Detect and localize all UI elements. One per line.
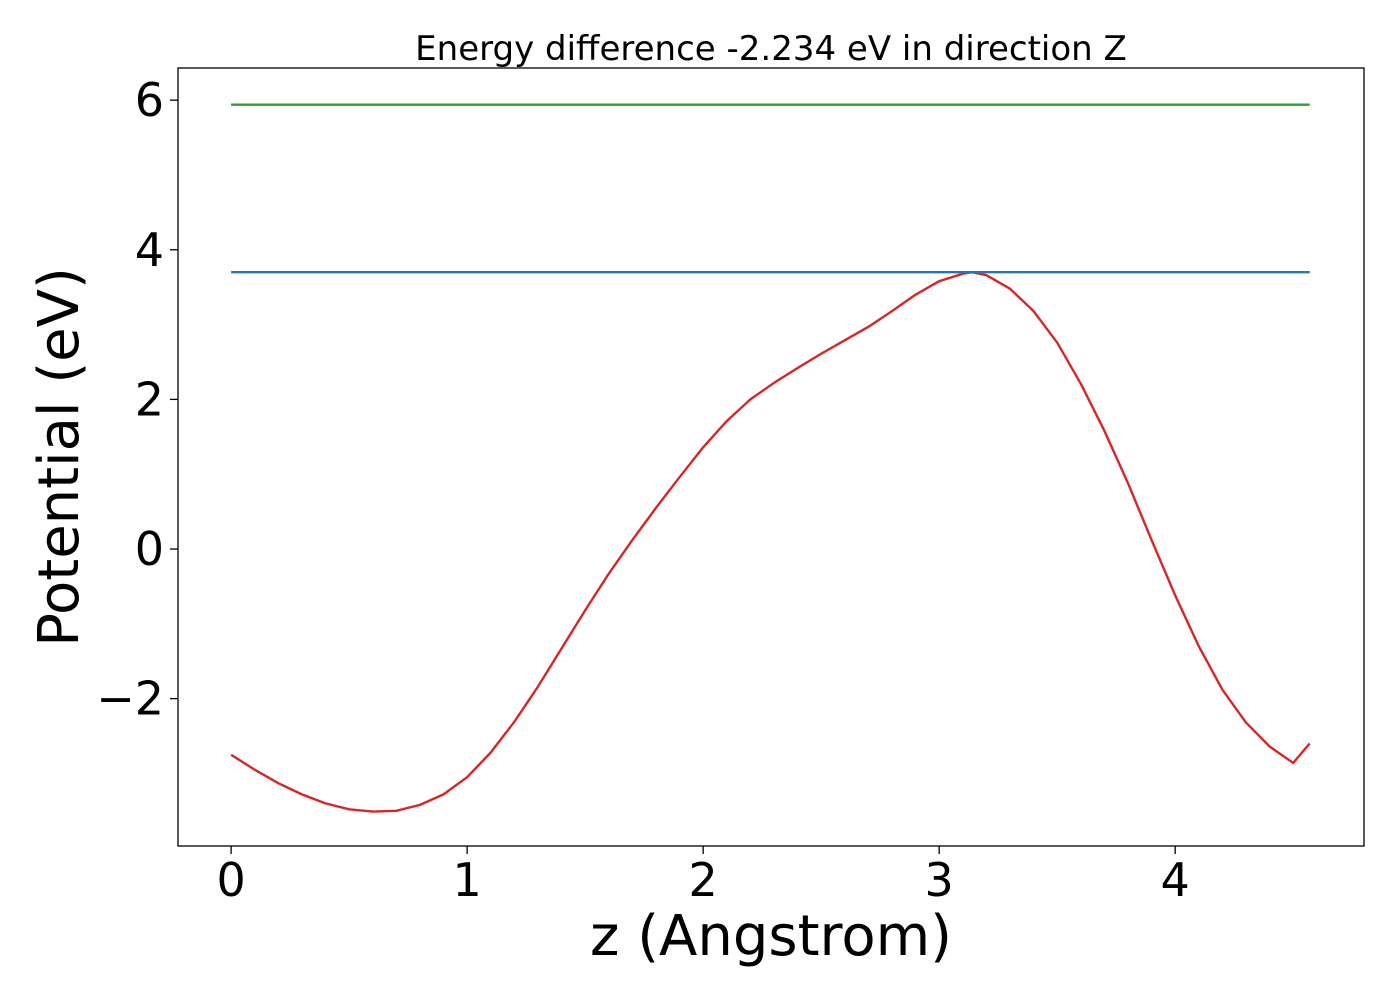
- x-tick-label: 1: [452, 853, 481, 907]
- y-axis-label: Potential (eV): [27, 267, 92, 647]
- tick-layer: 0 1 2 3 4 −2 0 2 4 6: [96, 73, 1190, 907]
- y-tick-label: 6: [135, 73, 164, 127]
- chart-title: Energy difference -2.234 eV in direction…: [415, 29, 1127, 69]
- x-tick-label: 3: [925, 853, 954, 907]
- y-tick-label: 4: [135, 223, 164, 277]
- series-line-0: [230, 271, 1311, 813]
- x-axis-label: z (Angstrom): [590, 904, 952, 969]
- plot-frame: [177, 67, 1365, 847]
- y-tick-label: 2: [135, 372, 164, 426]
- y-tick-label: 0: [135, 522, 164, 576]
- y-tick-label: −2: [96, 672, 164, 726]
- x-tick-label: 2: [689, 853, 718, 907]
- x-tick-label: 0: [216, 853, 245, 907]
- series-layer: [230, 103, 1311, 813]
- x-tick-label: 4: [1161, 853, 1190, 907]
